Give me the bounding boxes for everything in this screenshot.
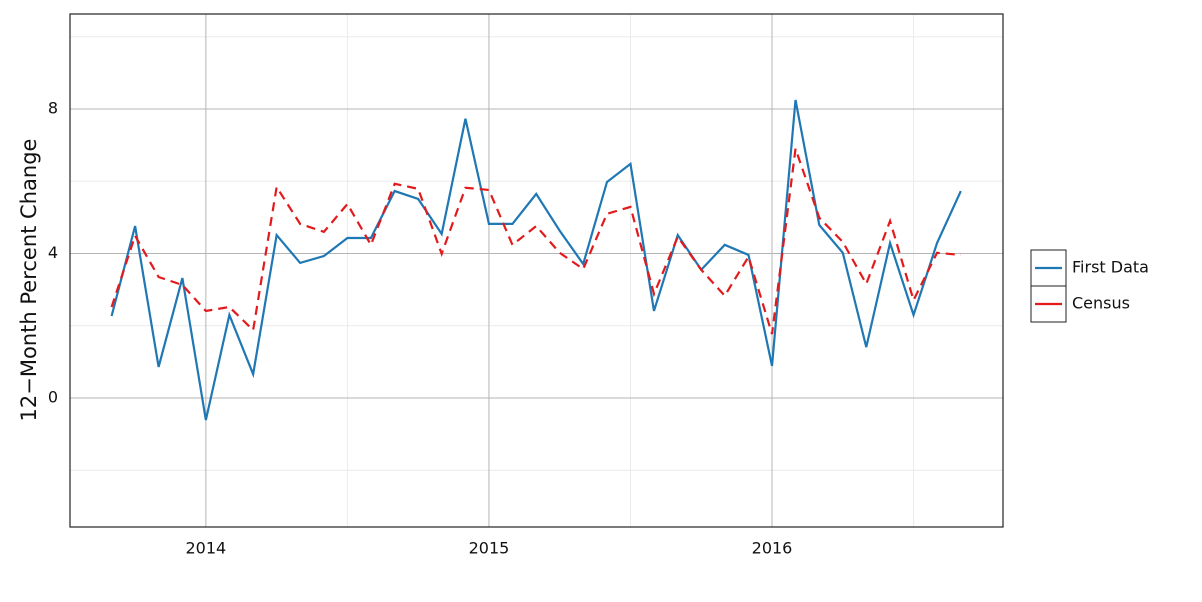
plot-border — [69, 13, 1004, 528]
x-tick-label: 2016 — [752, 539, 793, 558]
y-tick-label: 4 — [48, 243, 58, 262]
x-tick-label: 2015 — [469, 539, 510, 558]
legend-label: Census — [1072, 294, 1130, 313]
x-tick-label: 2014 — [186, 539, 227, 558]
legend-label: First Data — [1072, 258, 1149, 277]
line-series — [110, 99, 962, 421]
y-tick-label: 8 — [48, 99, 58, 118]
line-series — [110, 148, 961, 335]
y-axis-label: 12−Month Percent Change — [17, 139, 41, 422]
y-tick-label: 0 — [48, 388, 58, 407]
